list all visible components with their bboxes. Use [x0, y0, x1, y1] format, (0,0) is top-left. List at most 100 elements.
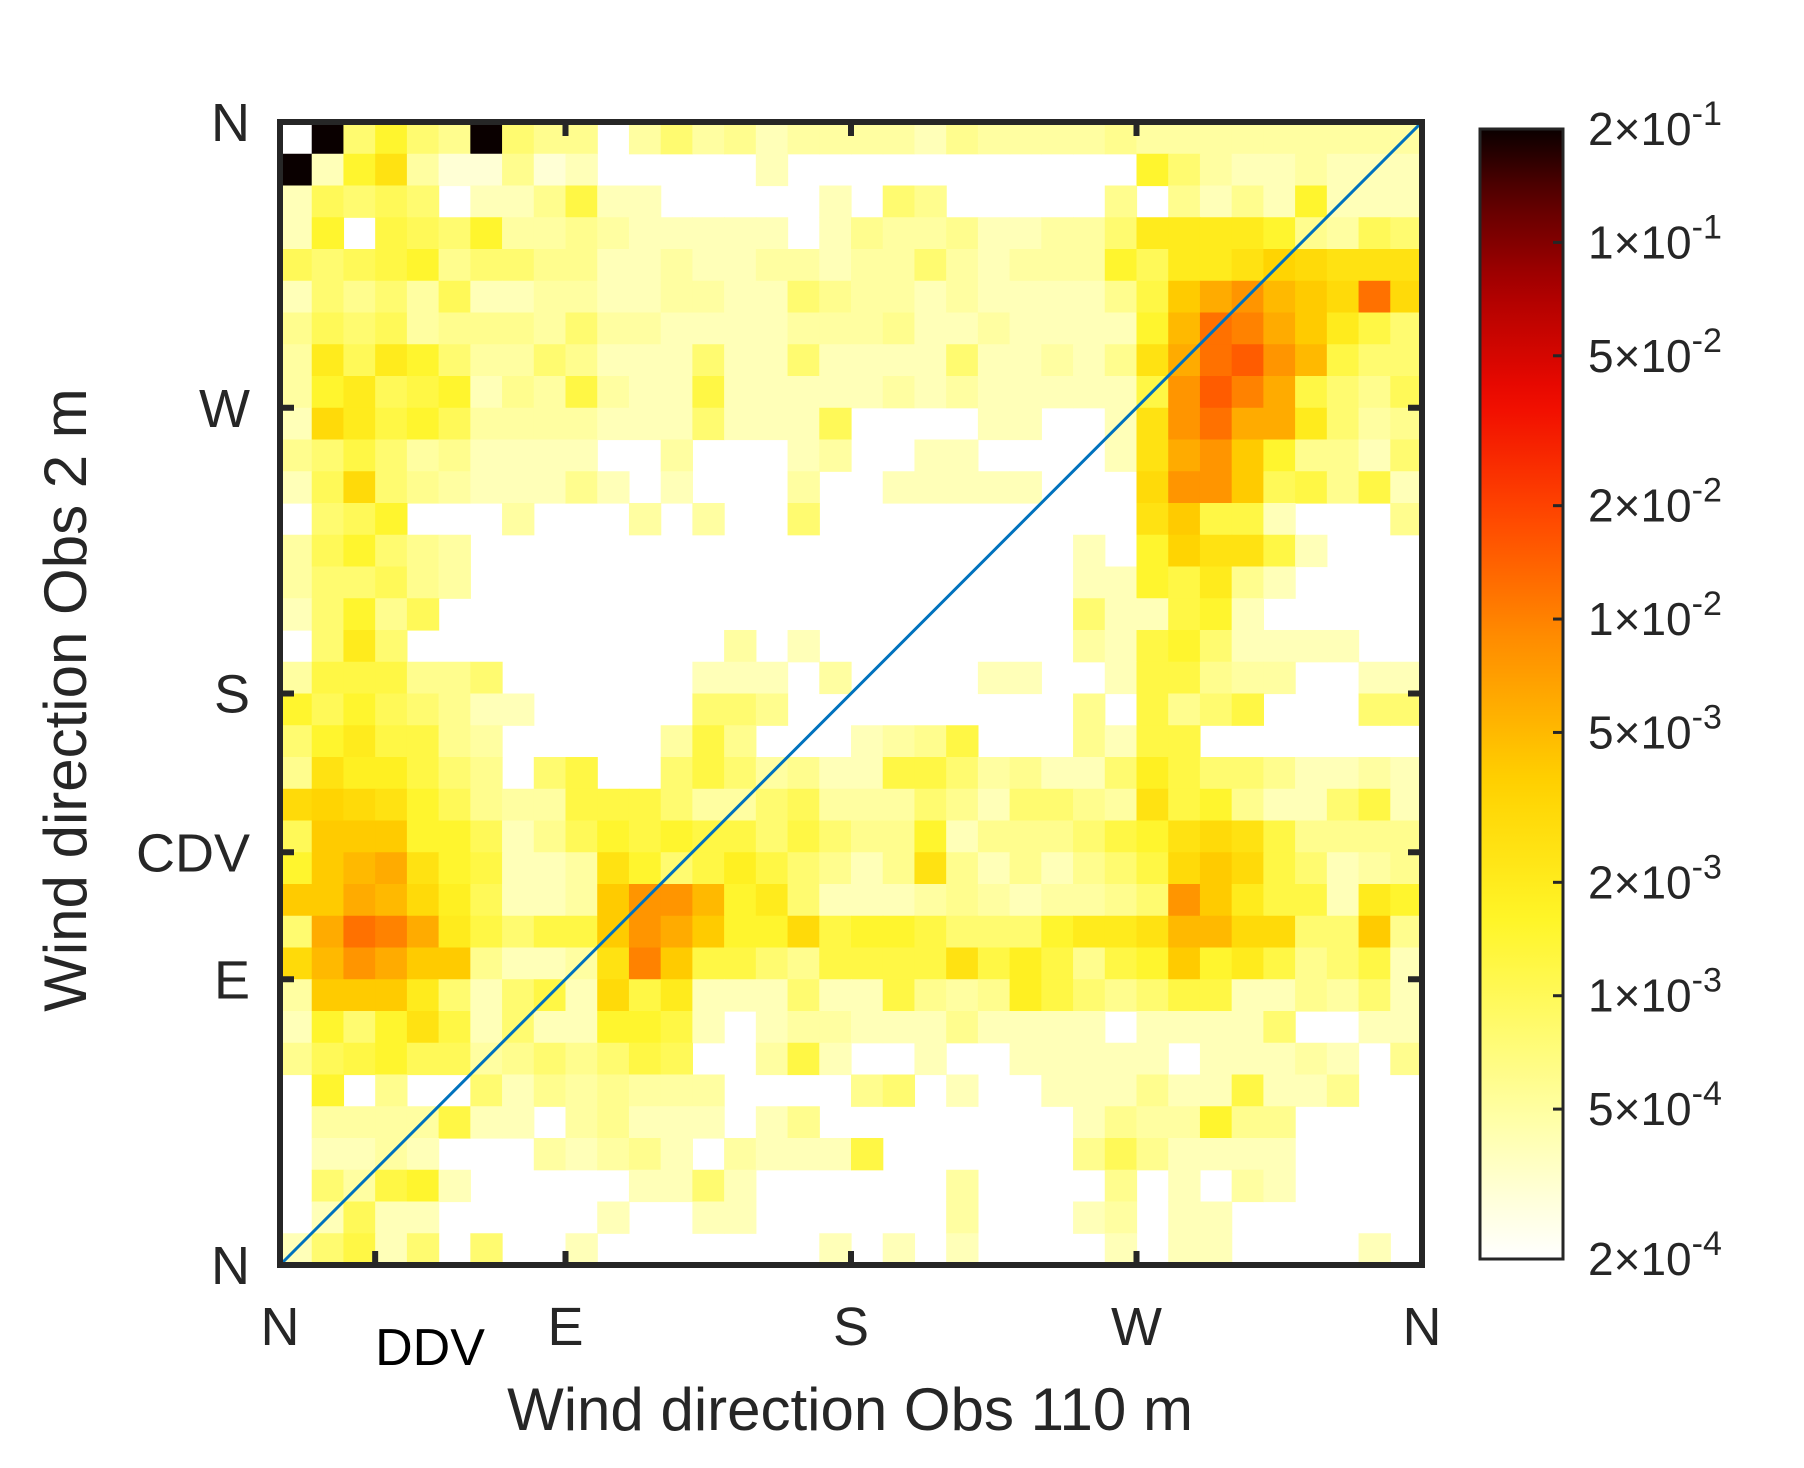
heatmap-cell: [1231, 344, 1264, 377]
heatmap-cell: [343, 757, 376, 790]
heatmap-cell: [1263, 376, 1296, 409]
heatmap-cell: [502, 979, 535, 1012]
heatmap-cell: [502, 407, 535, 441]
heatmap-cell: [1295, 979, 1328, 1012]
heatmap-cell: [1390, 376, 1423, 409]
heatmap-cell: [851, 852, 884, 885]
heatmap-cell: [628, 1011, 662, 1044]
heatmap-cell: [1073, 566, 1106, 599]
heatmap-cell: [1390, 661, 1423, 695]
heatmap-cell: [851, 312, 884, 345]
heatmap-cell: [343, 1011, 376, 1044]
heatmap-cell: [311, 344, 345, 377]
heatmap-cell: [311, 1074, 345, 1107]
heatmap-cell: [1041, 947, 1074, 980]
heatmap-cell: [1168, 852, 1201, 885]
heatmap-cell: [1168, 122, 1201, 155]
heatmap-cell: [1358, 757, 1391, 790]
heatmap-cell: [533, 852, 567, 885]
heatmap-cell: [438, 439, 471, 472]
heatmap-cell: [406, 217, 440, 250]
heatmap-cell: [628, 947, 662, 980]
heatmap-cell: [724, 630, 757, 663]
heatmap-cell: [1168, 979, 1201, 1012]
heatmap-cell: [375, 280, 408, 314]
heatmap-cell: [1199, 153, 1233, 187]
heatmap-cell: [1263, 820, 1296, 853]
heatmap-cell: [1073, 947, 1106, 980]
heatmap-cell: [819, 185, 852, 218]
heatmap-cell: [1009, 1011, 1042, 1044]
x-tick-label: S: [833, 1297, 869, 1357]
heatmap-cell: [343, 1233, 376, 1266]
heatmap-cell: [914, 312, 947, 345]
heatmap-cell: [1326, 280, 1360, 314]
heatmap-cell: [343, 852, 376, 885]
heatmap-cell: [375, 217, 408, 250]
colorbar-ticks: 2×10-4 5×10-4 1×10-3 2×10-3 5×10-3 1×10-2 2×10…: [1553, 95, 1722, 1285]
heatmap-cell: [914, 1011, 947, 1044]
heatmap-cell: [819, 820, 852, 853]
heatmap-cell: [1295, 1074, 1328, 1107]
heatmap-cell: [375, 1201, 408, 1234]
heatmap-cell: [1199, 503, 1233, 536]
heatmap-cell: [1199, 1106, 1233, 1139]
heatmap-cell: [1326, 884, 1360, 917]
heatmap-cell: [280, 407, 313, 441]
heatmap-cell: [343, 280, 376, 314]
heatmap-cell: [406, 1201, 440, 1234]
heatmap-cell: [1168, 534, 1201, 568]
heatmap-cell: [1104, 312, 1138, 345]
heatmap-cell: [1009, 344, 1042, 377]
heatmap-cell: [1199, 1138, 1233, 1171]
heatmap-cell: [343, 693, 376, 726]
heatmap-cell: [1168, 884, 1201, 917]
heatmap-cell: [597, 820, 630, 853]
heatmap-cell: [1263, 915, 1296, 949]
heatmap-cell: [914, 788, 947, 822]
heatmap-cell: [311, 852, 345, 885]
heatmap-cell: [533, 344, 567, 377]
heatmap-cell: [375, 852, 408, 885]
heatmap-cell: [1073, 693, 1106, 726]
heatmap-cell: [787, 249, 820, 282]
heatmap-cell: [1041, 915, 1074, 949]
heatmap-cell: [597, 280, 630, 314]
heatmap-cell: [1073, 820, 1106, 853]
heatmap-cell: [1358, 407, 1391, 441]
heatmap-cell: [977, 661, 1011, 695]
heatmap-cell: [565, 757, 598, 790]
heatmap-cell: [406, 757, 440, 790]
heatmap-cell: [280, 471, 313, 504]
heatmap-cell: [851, 725, 884, 758]
heatmap-cell: [692, 1106, 725, 1139]
heatmap-cell: [946, 1201, 979, 1234]
heatmap-cell: [1390, 1042, 1423, 1076]
heatmap-cell: [1263, 1106, 1296, 1139]
heatmap-cell: [692, 979, 725, 1012]
heatmap-cell: [1073, 884, 1106, 917]
heatmap-cell: [914, 757, 947, 790]
heatmap-cell: [692, 915, 725, 949]
heatmap-cell: [406, 1138, 440, 1171]
heatmap-cell: [1168, 1169, 1201, 1203]
heatmap-cell: [343, 312, 376, 345]
heatmap-cell: [502, 884, 535, 917]
heatmap-cell: [1168, 947, 1201, 980]
heatmap-cell: [628, 217, 662, 250]
heatmap-cell: [1073, 852, 1106, 885]
heatmap-cell: [1104, 598, 1138, 631]
heatmap-cell: [1326, 312, 1360, 345]
heatmap-cell: [1358, 280, 1391, 314]
heatmap-cell: [533, 1011, 567, 1044]
heatmap-cell: [660, 725, 693, 758]
heatmap-cell: [1231, 884, 1264, 917]
heatmap-cell: [946, 471, 979, 504]
heatmap-cell: [470, 407, 503, 441]
heatmap-cell: [1041, 884, 1074, 917]
heatmap-cell: [1390, 503, 1423, 536]
heatmap-cell: [438, 122, 471, 155]
heatmap-cell: [977, 280, 1011, 314]
heatmap-cell: [438, 1169, 471, 1203]
heatmap-cell: [977, 312, 1011, 345]
